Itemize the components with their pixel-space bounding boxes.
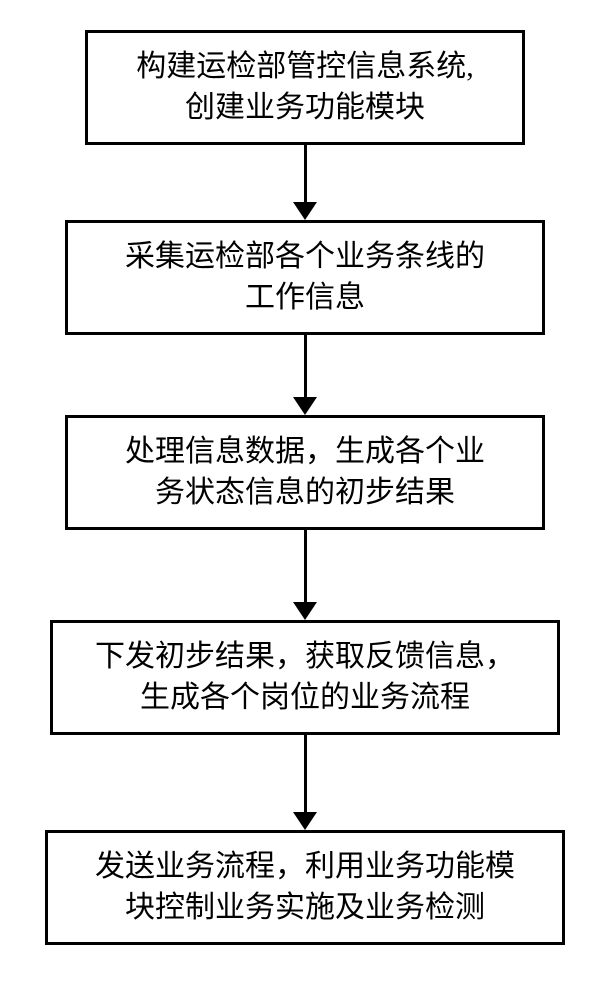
node-text-line2: 务状态信息的初步结果 — [155, 476, 455, 509]
flow-node-collect-info: 采集运检部各个业务条线的 工作信息 — [65, 220, 545, 335]
node-text-line1: 下发初步结果，获取反馈信息， — [95, 640, 515, 673]
node-text-line2: 生成各个岗位的业务流程 — [140, 681, 470, 714]
flow-node-issue-results: 下发初步结果，获取反馈信息， 生成各个岗位的业务流程 — [50, 620, 560, 735]
flow-node-send-process: 发送业务流程，利用业务功能模 块控制业务实施及业务检测 — [45, 830, 565, 945]
arrow-head-icon — [293, 812, 317, 830]
flow-node-process-data: 处理信息数据，生成各个业 务状态信息的初步结果 — [65, 415, 545, 530]
arrow-line — [304, 735, 307, 812]
arrow-head-icon — [293, 397, 317, 415]
node-text-line1: 处理信息数据，生成各个业 — [125, 435, 485, 468]
arrow-head-icon — [293, 202, 317, 220]
node-text-line1: 发送业务流程，利用业务功能模 — [95, 850, 515, 883]
flow-node-build-system: 构建运检部管控信息系统, 创建业务功能模块 — [85, 30, 525, 145]
flowchart-canvas: 构建运检部管控信息系统, 创建业务功能模块 采集运检部各个业务条线的 工作信息 … — [0, 0, 611, 1000]
arrow-line — [304, 530, 307, 602]
arrow-head-icon — [293, 602, 317, 620]
node-text-line2: 工作信息 — [245, 281, 365, 314]
arrow-line — [304, 145, 307, 202]
node-text-line2: 创建业务功能模块 — [185, 91, 425, 124]
arrow-line — [304, 335, 307, 397]
node-text-line2: 块控制业务实施及业务检测 — [125, 891, 485, 924]
node-text-line1: 构建运检部管控信息系统, — [136, 50, 474, 83]
node-text-line1: 采集运检部各个业务条线的 — [125, 240, 485, 273]
